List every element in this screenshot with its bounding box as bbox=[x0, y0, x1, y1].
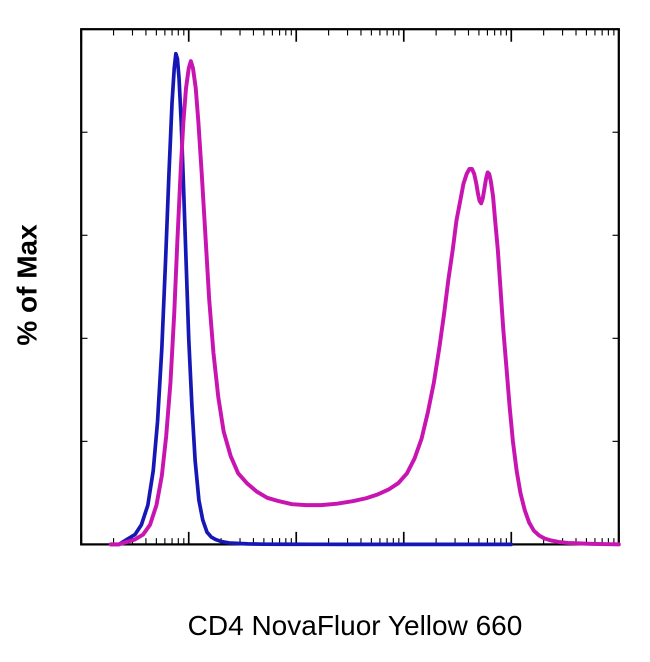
y-axis-label: % of Max bbox=[8, 0, 48, 570]
y-axis-label-text: % of Max bbox=[12, 224, 44, 345]
chart-container: % of Max CD4 NovaFluor Yellow 660 bbox=[0, 0, 650, 662]
x-axis-label-text: CD4 NovaFluor Yellow 660 bbox=[188, 610, 523, 641]
series-control bbox=[111, 54, 512, 545]
x-axis-label: CD4 NovaFluor Yellow 660 bbox=[80, 610, 630, 642]
histogram-plot bbox=[70, 18, 630, 578]
